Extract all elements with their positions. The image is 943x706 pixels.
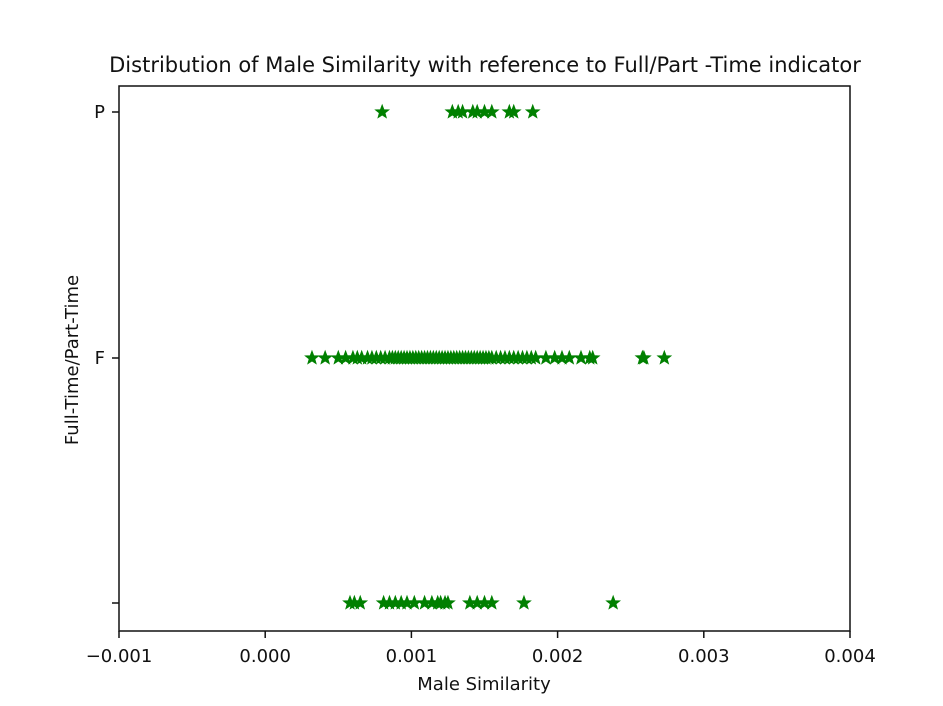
data-points <box>304 103 673 610</box>
scatter-point <box>605 594 622 610</box>
scatter-point <box>352 594 369 610</box>
scatter-point <box>440 594 456 610</box>
scatter-point <box>483 594 500 610</box>
y-axis: FP <box>94 102 119 604</box>
scatter-point <box>524 103 541 119</box>
scatter-point <box>304 349 320 365</box>
scatter-point <box>483 103 500 119</box>
scatter-point <box>636 349 652 365</box>
x-tick-label: 0.003 <box>678 646 730 667</box>
scatter-point <box>516 594 532 610</box>
scatter-point <box>584 349 601 365</box>
scatter-point <box>656 349 673 365</box>
y-tick-label: F <box>95 348 105 369</box>
chart-title: Distribution of Male Similarity with ref… <box>109 53 861 77</box>
x-axis-label: Male Similarity <box>417 674 551 695</box>
x-tick-label: 0.000 <box>239 646 291 667</box>
x-axis: −0.001 0.000 0.001 0.002 0.003 0.004 <box>86 631 876 667</box>
x-tick-label: −0.001 <box>86 646 153 667</box>
x-tick-label: 0.002 <box>532 646 584 667</box>
scatter-point <box>505 103 522 119</box>
x-tick-label: 0.004 <box>824 646 876 667</box>
scatter-point <box>317 349 333 365</box>
x-tick-label: 0.001 <box>386 646 438 667</box>
y-tick-label: P <box>94 102 105 123</box>
scatter-point <box>374 103 391 119</box>
y-axis-label: Full-Time/Part-Time <box>62 275 83 445</box>
